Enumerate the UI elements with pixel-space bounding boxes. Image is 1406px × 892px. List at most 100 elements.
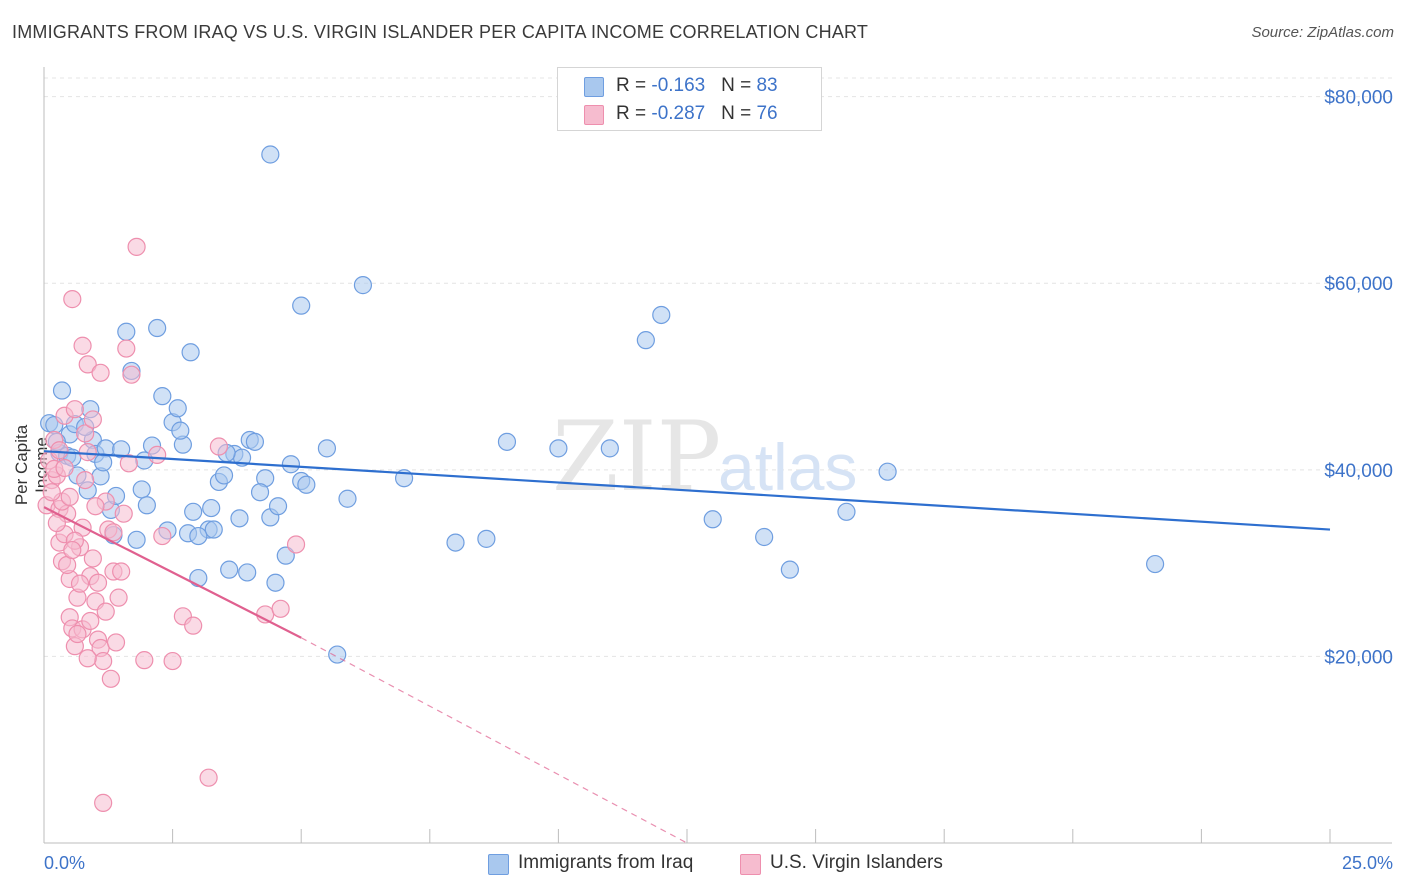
- iraq-point: [297, 475, 316, 494]
- chart-title: IMMIGRANTS FROM IRAQ VS U.S. VIRGIN ISLA…: [12, 22, 869, 42]
- legend-n-label: N =: [721, 75, 757, 96]
- virgin-islander-point: [94, 793, 113, 812]
- source-label: Source: ZipAtlas.com: [1251, 24, 1394, 41]
- y-tick-label: $60,000: [1324, 274, 1393, 295]
- iraq-point: [353, 276, 373, 295]
- virgin-islander-point: [286, 535, 306, 554]
- virgin-islander-point: [68, 624, 87, 644]
- blue-swatch-icon: [488, 854, 509, 875]
- iraq-point: [181, 343, 200, 362]
- iraq-point: [276, 546, 295, 565]
- iraq-point: [292, 296, 311, 315]
- virgin-islander-point: [127, 237, 146, 256]
- iraq-point: [755, 527, 774, 547]
- legend-n-label: N =: [721, 103, 757, 124]
- stats-legend: R = -0.163 N = 83 R = -0.287 N = 76: [557, 67, 822, 131]
- virgin-islander-point: [81, 611, 100, 631]
- legend-n-value: 83: [756, 75, 778, 96]
- pink-swatch-icon: [584, 105, 604, 125]
- iraq-point: [230, 509, 249, 528]
- x-tick-label-right: 25.0%: [1342, 853, 1393, 873]
- virgin-islander-trend-extension: [300, 637, 688, 844]
- legend-r-label: R =: [616, 103, 652, 124]
- legend-n-value: 76: [756, 103, 778, 124]
- virgin-islander-point: [209, 437, 228, 456]
- virgin-islander-point: [86, 497, 105, 516]
- iraq-point: [600, 439, 619, 458]
- iraq-trend-line: [43, 450, 1331, 531]
- iraq-point: [281, 455, 301, 474]
- iraq-point: [780, 560, 799, 579]
- iraq-point: [878, 462, 897, 481]
- bottom-legend-label: Immigrants from Iraq: [518, 852, 694, 873]
- virgin-islander-point: [101, 669, 120, 688]
- virgin-islander-point: [148, 445, 167, 465]
- iraq-point: [153, 387, 172, 406]
- iraq-point: [245, 432, 265, 451]
- virgin-islander-point: [83, 410, 102, 429]
- virgin-islander-point: [78, 355, 97, 374]
- virgin-islander-point: [70, 574, 90, 593]
- virgin-islander-point: [199, 768, 218, 787]
- virgin-islander-point: [94, 651, 113, 671]
- virgin-islander-point: [122, 365, 141, 384]
- iraq-point: [497, 432, 517, 451]
- iraq-point: [636, 331, 655, 350]
- iraq-point: [204, 520, 223, 539]
- virgin-islander-point: [163, 651, 182, 671]
- iraq-point: [112, 440, 131, 459]
- virgin-islander-point: [153, 526, 172, 546]
- virgin-islander-point: [42, 483, 61, 502]
- iraq-point: [189, 526, 208, 546]
- virgin-islander-point: [76, 470, 95, 490]
- virgin-islander-point: [106, 633, 126, 652]
- virgin-islander-point: [91, 363, 110, 382]
- virgin-islander-trend-line: [43, 506, 302, 639]
- y-tick-label: $20,000: [1324, 647, 1393, 668]
- virgin-islander-point: [184, 616, 203, 635]
- legend-r-value: -0.163: [651, 75, 706, 96]
- iraq-point: [477, 529, 496, 548]
- y-tick-label: $80,000: [1324, 88, 1393, 109]
- virgin-islander-point: [63, 540, 82, 560]
- iraq-point: [132, 480, 151, 499]
- iraq-point: [148, 318, 167, 338]
- watermark-atlas: atlas: [718, 430, 857, 504]
- virgin-islander-point: [88, 573, 108, 592]
- iraq-point: [549, 439, 568, 458]
- virgin-islander-point: [55, 458, 74, 478]
- virgin-islander-point: [104, 523, 123, 542]
- iraq-point: [238, 563, 257, 582]
- iraq-point: [52, 381, 72, 400]
- virgin-islander-point: [135, 651, 154, 670]
- pink-swatch-icon: [740, 854, 761, 875]
- blue-swatch-icon: [584, 77, 604, 97]
- virgin-islander-point: [112, 562, 131, 581]
- iraq-point: [1146, 554, 1165, 574]
- iraq-point: [127, 530, 146, 549]
- virgin-islander-point: [114, 504, 133, 523]
- virgin-islander-point: [63, 290, 82, 309]
- legend-r-value: -0.287: [651, 103, 706, 124]
- virgin-islander-point: [73, 336, 92, 355]
- iraq-point: [268, 497, 288, 516]
- iraq-point: [266, 573, 285, 592]
- iraq-point: [652, 305, 671, 325]
- x-tick-label-left: 0.0%: [44, 853, 85, 873]
- virgin-islander-point: [50, 441, 69, 460]
- iraq-point: [446, 533, 465, 552]
- virgin-islander-point: [271, 599, 290, 618]
- legend-r-label: R =: [616, 75, 652, 96]
- y-tick-label: $40,000: [1324, 461, 1393, 482]
- iraq-point: [317, 439, 337, 458]
- virgin-islander-point: [76, 424, 95, 443]
- iraq-point: [184, 502, 203, 521]
- iraq-point: [189, 568, 208, 588]
- iraq-point: [250, 483, 270, 502]
- virgin-islander-point: [78, 649, 97, 668]
- iraq-point: [261, 145, 280, 164]
- iraq-point: [117, 322, 136, 341]
- iraq-point: [338, 489, 357, 508]
- iraq-point: [214, 466, 234, 485]
